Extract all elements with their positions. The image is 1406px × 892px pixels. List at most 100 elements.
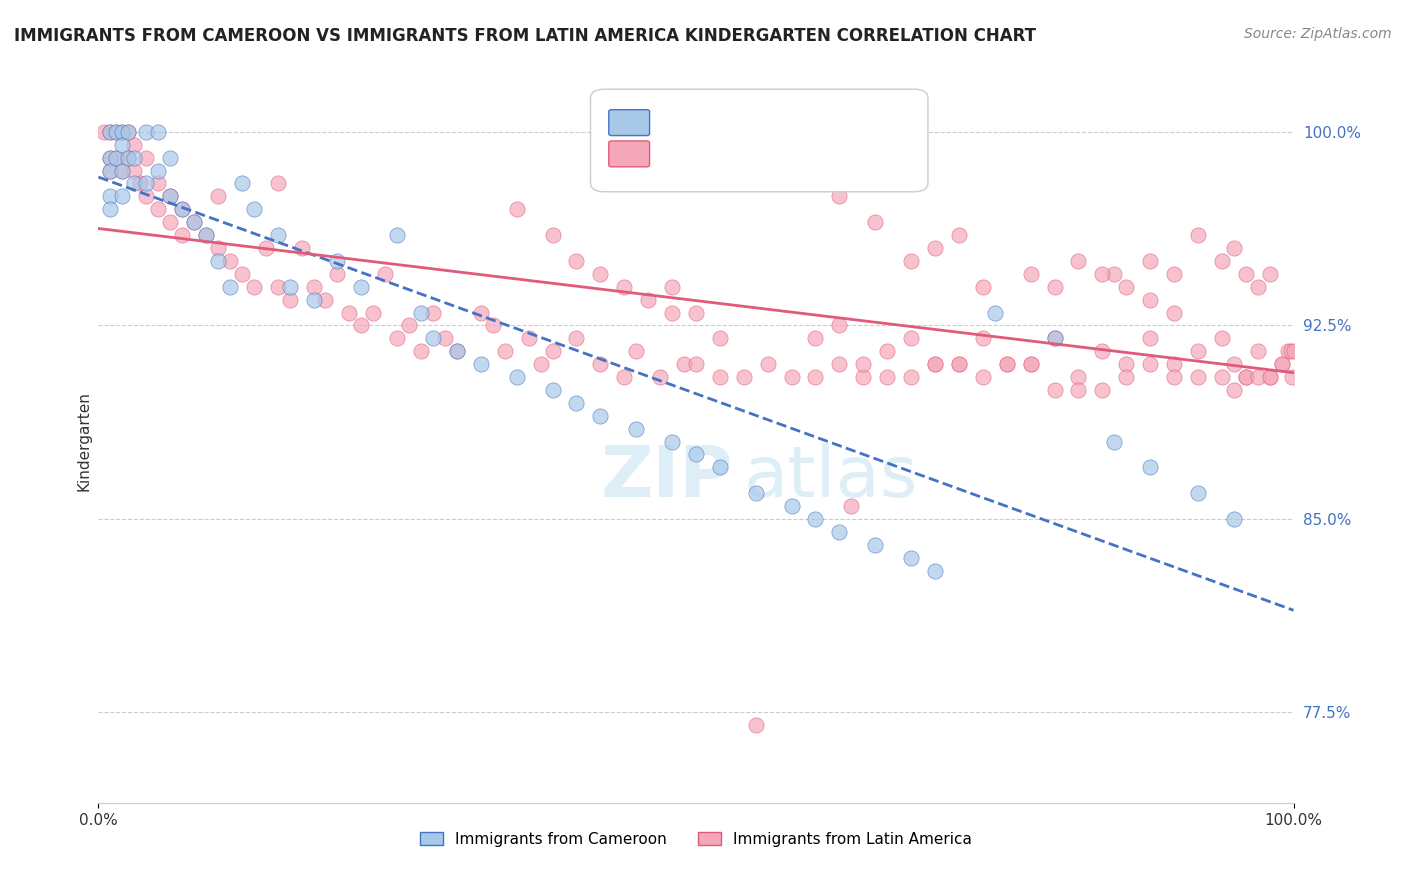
Point [1139, 293, 1161, 307]
Point [745, 718, 768, 732]
Point [900, 550, 922, 565]
Point [98, 151, 122, 165]
Point [98, 151, 122, 165]
Point [1234, 370, 1257, 384]
Point [350, 318, 373, 333]
Point [1043, 331, 1066, 345]
Point [159, 151, 181, 165]
Point [1271, 357, 1294, 371]
Point [1139, 331, 1161, 345]
Text: 150: 150 [780, 143, 815, 161]
Point [828, 357, 851, 371]
Point [804, 512, 827, 526]
Point [1187, 486, 1209, 500]
Point [852, 357, 875, 371]
Point [661, 434, 683, 449]
Point [1019, 267, 1042, 281]
Text: 0.210: 0.210 [689, 112, 741, 129]
Legend: Immigrants from Cameroon, Immigrants from Latin America: Immigrants from Cameroon, Immigrants fro… [415, 826, 977, 853]
Point [876, 370, 898, 384]
Text: ZIP: ZIP [600, 443, 733, 512]
Point [626, 422, 648, 436]
Point [1279, 344, 1302, 359]
Point [1163, 305, 1185, 319]
Point [995, 357, 1018, 371]
Point [1104, 434, 1126, 449]
Point [661, 279, 683, 293]
Point [1067, 383, 1090, 397]
Point [148, 202, 170, 217]
Point [709, 460, 731, 475]
Point [117, 151, 139, 165]
Point [709, 370, 731, 384]
Point [183, 215, 205, 229]
Point [1282, 344, 1305, 359]
Point [111, 125, 134, 139]
Point [105, 125, 128, 139]
Y-axis label: Kindergarten: Kindergarten [76, 392, 91, 491]
Point [494, 344, 516, 359]
Point [1115, 370, 1137, 384]
Point [172, 202, 194, 217]
Point [541, 228, 564, 243]
Point [1223, 241, 1246, 255]
Point [1115, 279, 1137, 293]
Point [1277, 344, 1299, 359]
Text: R =: R = [654, 143, 690, 161]
Point [98, 202, 122, 217]
Point [589, 409, 612, 423]
Point [385, 228, 409, 243]
Point [339, 305, 361, 319]
Point [231, 267, 253, 281]
Text: IMMIGRANTS FROM CAMEROON VS IMMIGRANTS FROM LATIN AMERICA KINDERGARTEN CORRELATI: IMMIGRANTS FROM CAMEROON VS IMMIGRANTS F… [14, 27, 1036, 45]
Point [1163, 370, 1185, 384]
Point [948, 357, 970, 371]
Point [565, 331, 588, 345]
Point [219, 279, 242, 293]
Point [733, 370, 755, 384]
Point [302, 279, 325, 293]
Point [530, 357, 553, 371]
Point [1187, 370, 1209, 384]
Point [900, 370, 922, 384]
Point [302, 293, 325, 307]
Point [159, 189, 181, 203]
Point [98, 163, 122, 178]
Point [267, 177, 290, 191]
Point [124, 163, 146, 178]
Point [1091, 344, 1114, 359]
Point [1234, 370, 1257, 384]
Text: Source: ZipAtlas.com: Source: ZipAtlas.com [1244, 27, 1392, 41]
Point [1139, 460, 1161, 475]
Point [541, 383, 564, 397]
Point [411, 344, 433, 359]
Point [1091, 267, 1114, 281]
Point [326, 267, 349, 281]
Point [673, 357, 696, 371]
Point [1139, 254, 1161, 268]
Point [1223, 383, 1246, 397]
Point [948, 228, 970, 243]
Point [648, 370, 672, 384]
Point [984, 305, 1007, 319]
Point [924, 564, 946, 578]
Point [446, 344, 468, 359]
Text: R =: R = [654, 112, 690, 129]
Point [865, 215, 887, 229]
Point [159, 189, 181, 203]
Point [972, 331, 994, 345]
Point [828, 524, 851, 539]
Point [1187, 344, 1209, 359]
Point [589, 267, 612, 281]
Point [756, 357, 779, 371]
Point [865, 538, 887, 552]
Text: N =: N = [745, 112, 782, 129]
Point [124, 151, 146, 165]
Point [350, 279, 373, 293]
Point [948, 357, 970, 371]
Point [972, 370, 994, 384]
Point [1043, 383, 1066, 397]
Point [363, 305, 385, 319]
Point [111, 189, 134, 203]
Point [422, 331, 444, 345]
